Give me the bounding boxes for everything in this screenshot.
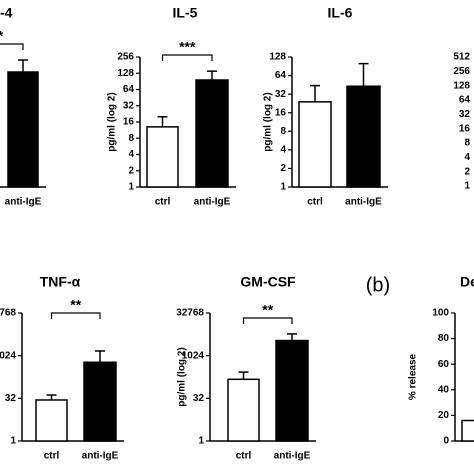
y-tick-label: 32 (123, 100, 135, 111)
y-tick-label: 32 (275, 89, 287, 100)
y-tick-label: 32768 (0, 308, 16, 319)
y-tick-label: 128 (117, 68, 134, 79)
significance-label: *** (179, 39, 196, 55)
y-tick-label: 64 (275, 70, 287, 81)
x-tick-label: anti-IgE (82, 451, 119, 462)
y-tick-label: 40 (438, 384, 450, 395)
y-tick-label: 8 (464, 138, 470, 149)
y-axis-label: % release (408, 353, 419, 400)
y-tick-label: 8 (128, 133, 134, 144)
y-axis-label: pg/ml (log 2) (263, 92, 274, 151)
chart-title: IL-5 (173, 5, 198, 21)
y-tick-label: 512 (453, 52, 470, 63)
y-axis-label: pg/ml (log 2) (177, 347, 188, 406)
x-tick-label: ctrl (155, 197, 171, 208)
bar (275, 339, 309, 442)
y-tick-label: 60 (438, 359, 450, 370)
y-tick-label: 256 (453, 66, 470, 77)
y-tick-label: 1 (198, 436, 204, 447)
x-tick-label: ctrl (307, 197, 323, 208)
y-tick-label: 128 (453, 80, 470, 91)
bar (83, 361, 117, 442)
bar (195, 79, 229, 188)
y-tick-label: 4 (464, 152, 470, 163)
y-tick-label: 4 (128, 149, 134, 160)
y-tick-label: 32 (459, 109, 471, 120)
x-tick-label: anti-IgE (274, 451, 311, 462)
x-tick-label: anti-IgE (5, 197, 42, 208)
significance-bracket (0, 43, 24, 50)
significance-label: ** (70, 297, 81, 313)
bar (7, 71, 39, 188)
y-tick-label: 1 (280, 182, 286, 193)
y-tick-label: 4 (280, 144, 286, 155)
bar (35, 399, 68, 442)
bar (298, 101, 332, 188)
x-tick-label: anti-IgE (345, 197, 382, 208)
y-tick-label: 64 (123, 84, 135, 95)
significance-bracket (161, 54, 213, 61)
bar (146, 126, 179, 188)
chart-title: De (460, 274, 474, 290)
y-tick-label: 16 (275, 107, 287, 118)
y-tick-label: 256 (117, 52, 134, 63)
chart-title: IL-6 (328, 5, 353, 21)
bar (227, 378, 260, 442)
y-tick-label: 100 (432, 308, 449, 319)
y-tick-label: 2 (280, 163, 286, 174)
y-tick-label: 1 (464, 181, 470, 192)
y-tick-label: 128 (269, 52, 286, 63)
y-axis-label: pg/ml (log 2) (107, 92, 118, 151)
significance-bracket (242, 317, 293, 324)
y-tick-label: 2 (128, 165, 134, 176)
y-tick-label: 16 (123, 117, 135, 128)
x-tick-label: ctrl (236, 451, 252, 462)
y-tick-label: 64 (459, 95, 471, 106)
significance-bracket (50, 312, 101, 319)
significance-label: * (0, 28, 4, 44)
panel-label: (b) (366, 274, 390, 296)
y-tick-label: 1024 (0, 350, 16, 361)
x-tick-label: ctrl (44, 451, 60, 462)
y-tick-label: 0 (443, 436, 449, 447)
chart-title: GM-CSF (240, 274, 296, 290)
bar (461, 419, 474, 442)
chart-title: TNF-α (40, 274, 81, 290)
bar (346, 85, 381, 188)
y-tick-label: 1 (10, 436, 16, 447)
y-tick-label: 20 (438, 410, 450, 421)
y-tick-label: 1 (128, 182, 134, 193)
y-tick-label: 32 (5, 393, 17, 404)
y-tick-label: 1024 (182, 350, 205, 361)
y-tick-label: 32768 (176, 308, 204, 319)
y-tick-label: 2 (464, 166, 470, 177)
chart-title: -4 (0, 5, 13, 21)
y-tick-label: 80 (438, 333, 450, 344)
y-tick-label: 32 (193, 393, 205, 404)
y-tick-label: 8 (280, 126, 286, 137)
x-tick-label: anti-IgE (194, 197, 231, 208)
y-tick-label: 16 (459, 123, 471, 134)
significance-label: ** (262, 302, 273, 318)
